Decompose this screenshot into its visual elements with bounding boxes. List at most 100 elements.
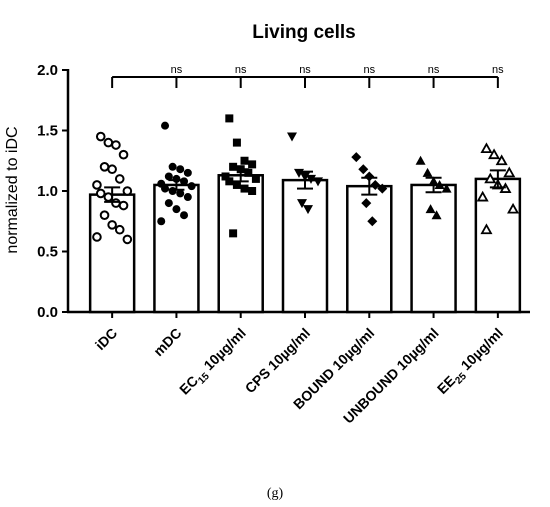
chart-title: Living cells — [252, 22, 355, 43]
data-point — [287, 132, 297, 142]
data-point — [240, 156, 249, 165]
significance-bracket: ns ns ns ns ns ns — [111, 64, 504, 88]
bar — [410, 183, 457, 314]
y-tick-label: 1.0 — [37, 183, 58, 200]
data-point — [176, 189, 185, 198]
data-point — [114, 224, 125, 235]
data-point — [183, 193, 192, 202]
data-point — [441, 183, 452, 193]
data-point — [180, 177, 189, 186]
bars — [88, 174, 522, 318]
data-point — [114, 174, 125, 184]
data-point — [225, 114, 234, 123]
data-point — [168, 162, 177, 171]
bar — [346, 184, 393, 314]
data-point — [225, 177, 234, 186]
data-point — [99, 162, 110, 172]
significance-label: ns — [492, 64, 504, 76]
x-tick-label: mDC — [150, 325, 184, 359]
data-point — [111, 198, 121, 208]
data-point — [415, 155, 426, 165]
significance-label: ns — [363, 64, 375, 76]
bar — [88, 193, 136, 314]
data-point — [92, 232, 102, 242]
data-point — [303, 205, 313, 215]
data-point — [183, 168, 192, 177]
figure-caption: (g) — [267, 486, 284, 501]
data-point — [176, 165, 185, 174]
significance-label: ns — [171, 64, 183, 76]
data-point — [221, 172, 230, 181]
data-point — [103, 192, 114, 202]
data-point — [92, 180, 102, 190]
data-point — [476, 190, 489, 202]
data-point — [232, 180, 241, 189]
significance-label: ns — [299, 64, 311, 76]
data-point — [434, 179, 445, 189]
data-point — [306, 174, 316, 184]
data-point — [313, 177, 323, 187]
x-tick-label: EC15 10µg/ml — [176, 325, 252, 401]
data-point — [377, 183, 388, 194]
data-point — [111, 140, 121, 150]
data-point — [244, 168, 253, 177]
data-point — [118, 200, 129, 211]
data-point — [358, 164, 369, 175]
bar — [153, 183, 200, 314]
data-point — [240, 184, 249, 193]
data-point — [248, 160, 257, 169]
data-point — [297, 199, 307, 209]
data-point — [251, 174, 260, 183]
data-point — [122, 234, 133, 245]
data-point — [484, 172, 497, 184]
error-bars — [104, 168, 506, 203]
data-point — [425, 204, 436, 214]
data-point — [103, 137, 114, 148]
y-axis-label: normalized to iDC — [4, 126, 21, 253]
data-point — [488, 148, 501, 160]
data-point — [367, 216, 378, 227]
data-point — [431, 210, 442, 220]
data-point — [99, 210, 110, 220]
data-point — [229, 229, 238, 238]
data-point — [422, 167, 433, 177]
bar — [217, 174, 264, 314]
significance-label: ns — [428, 64, 440, 76]
y-tick-label: 0.5 — [37, 244, 58, 261]
data-point — [503, 166, 516, 178]
data-point — [507, 202, 520, 214]
data-point — [118, 149, 129, 160]
y-tick-label: 1.5 — [37, 123, 58, 140]
data-point — [161, 184, 170, 193]
data-point — [164, 199, 173, 208]
data-point — [229, 162, 238, 171]
x-tick-label: EE25 10µg/ml — [434, 325, 509, 400]
significance-label: ns — [235, 64, 247, 76]
data-point — [370, 179, 381, 190]
data-point — [495, 154, 508, 166]
data-point — [161, 121, 170, 130]
x-tick-label: iDC — [92, 325, 120, 353]
x-tick-label: CPS 10µg/ml — [242, 325, 313, 396]
data-point — [180, 211, 189, 220]
data-point — [248, 187, 257, 195]
data-point — [187, 182, 196, 191]
data-point — [164, 172, 173, 181]
data-point — [95, 188, 106, 199]
data-point — [361, 198, 372, 209]
data-point — [157, 217, 166, 226]
data-point — [172, 205, 181, 214]
data-point — [232, 138, 241, 147]
y-tick-label: 0.0 — [37, 304, 58, 321]
data-point — [480, 142, 493, 154]
data-point — [480, 223, 493, 235]
data-point — [122, 186, 133, 196]
y-tick-label: 2.0 — [37, 62, 58, 79]
data-point — [107, 220, 117, 230]
data-point — [107, 164, 117, 175]
data-point — [351, 152, 362, 163]
data-point — [95, 131, 106, 142]
data-point — [364, 171, 375, 182]
